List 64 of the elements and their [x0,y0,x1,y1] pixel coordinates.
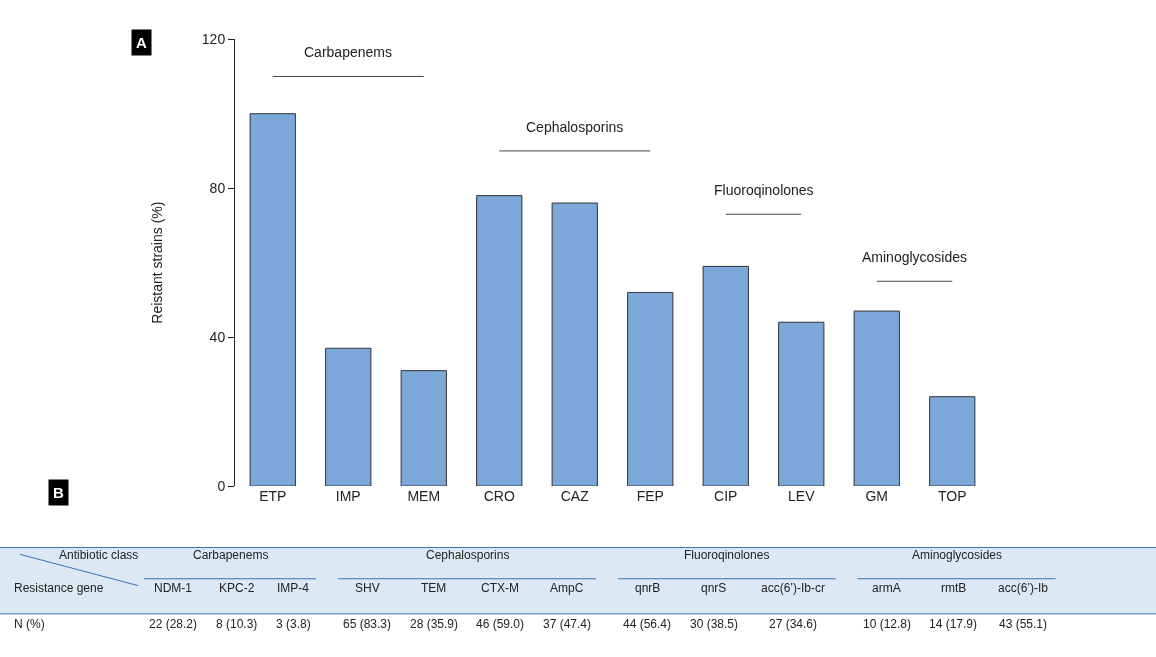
y-tick-label: 40 [209,329,226,346]
category-label: qnrS [701,581,727,595]
bar [249,113,296,487]
bar [929,396,976,487]
series-label: Cephalosporins [526,119,624,135]
data-label: 28 (35.9) [410,617,459,631]
x-tick-label: IMP [335,488,361,505]
y-axis-title: Reistant strains (%) [149,201,166,324]
category-label: SHV [355,581,380,595]
data-label: 65 (83.3) [343,617,392,631]
x-tick-label: TOP [937,488,967,505]
bar [325,347,372,487]
x-tick-label: CRO [483,488,515,505]
data-label: 22 (28.2) [149,617,198,631]
category-label: acc(6’)-Ib [998,581,1049,595]
y-tick-label: 80 [209,180,226,197]
y-tick-label: 120 [201,31,226,48]
category-label: rmtB [941,581,967,595]
data-label: 46 (59.0) [476,617,525,631]
x-tick-label: LEV [788,488,816,505]
category-label: armA [872,581,901,595]
data-label: 3 (3.8) [276,617,311,631]
data-label: 27 (34.6) [769,617,818,631]
category-label: IMP-4 [277,581,310,595]
y-tick-label: 0 [217,477,226,494]
series-label: Aminoglycosides [862,249,968,265]
data-label: 10 (12.8) [863,617,912,631]
chart-title: A [136,34,147,51]
bar [778,321,825,487]
x-tick-label: MEM [407,488,441,505]
category-label: AmpC [550,581,584,595]
text: N (%) [14,617,45,631]
data-label: 8 (10.3) [216,617,258,631]
x-tick-label: ETP [259,488,287,505]
data-label: 14 (17.9) [929,617,978,631]
text: Fluoroqinolones [684,548,770,562]
bar [400,370,447,487]
bar [551,202,598,487]
text: Aminoglycosides [912,548,1003,562]
x-tick-label: GM [865,488,889,505]
data-label: 44 (56.4) [623,617,672,631]
text: Antibiotic class [59,548,139,562]
category-label: acc(6’)-Ib-cr [761,581,826,595]
category-label: qnrB [635,581,661,595]
data-label: 30 (38.5) [690,617,739,631]
data-label: 37 (47.4) [543,617,592,631]
series-label: Fluoroqinolones [714,182,814,198]
category-label: NDM-1 [154,581,193,595]
category-label: CTX-M [481,581,519,595]
category-label: TEM [421,581,447,595]
x-tick-label: CIP [714,488,738,505]
data-label: 43 (55.1) [999,617,1048,631]
text: Cephalosporins [426,548,510,562]
bar [476,195,523,487]
category-label: KPC-2 [219,581,255,595]
x-tick-label: FEP [636,488,664,505]
text: B [53,484,64,501]
x-tick-label: CAZ [560,488,590,505]
bar [627,291,674,487]
bar [702,265,749,487]
text: Carbapenems [193,548,269,562]
series-label: Carbapenems [304,44,392,60]
text: Resistance gene [14,581,104,595]
bar [853,310,900,487]
